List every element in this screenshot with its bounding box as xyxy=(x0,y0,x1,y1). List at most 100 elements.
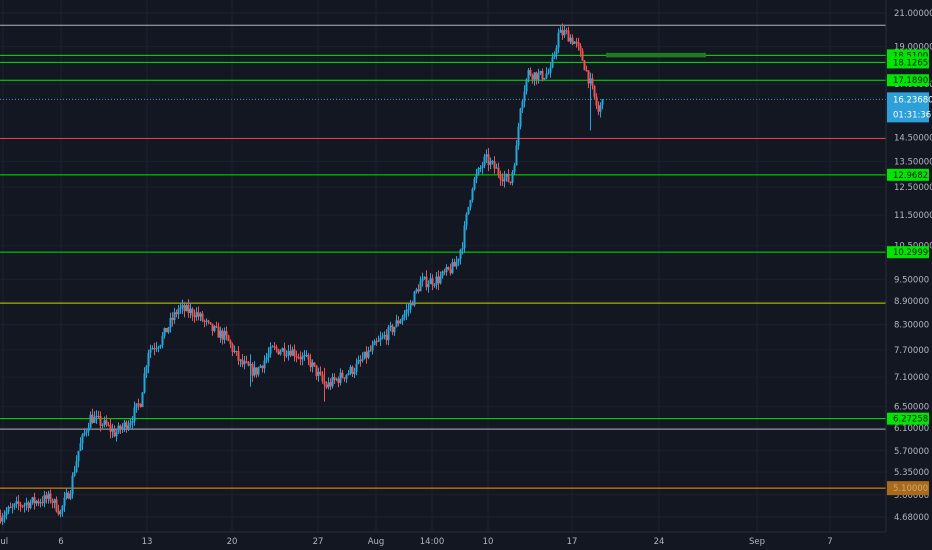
price-tick-label: 19.00000 xyxy=(894,43,932,53)
candle xyxy=(383,331,386,340)
candle-body xyxy=(169,317,172,328)
candle xyxy=(559,26,562,33)
candle xyxy=(33,492,36,510)
candle-body xyxy=(247,362,250,366)
level-price-tag[interactable]: 10.29999 xyxy=(887,246,932,259)
candle xyxy=(231,342,234,357)
candle xyxy=(133,401,136,426)
candle xyxy=(599,102,602,118)
level-price-tag[interactable]: 6.27258 xyxy=(887,412,929,425)
candle-body xyxy=(557,32,560,48)
candle xyxy=(37,498,40,507)
candle-body xyxy=(387,327,390,341)
candle-body xyxy=(443,271,446,273)
candle-body xyxy=(539,71,542,74)
candle xyxy=(321,371,324,384)
candle-body xyxy=(199,313,202,317)
candle xyxy=(325,381,328,390)
candle xyxy=(275,344,278,353)
candle xyxy=(265,352,268,364)
candle-body xyxy=(269,347,272,354)
last-price-tag[interactable]: 16.23680 01:31:36 xyxy=(887,92,932,123)
candle xyxy=(101,423,104,429)
candle xyxy=(577,37,580,51)
candle-body xyxy=(369,350,372,352)
level-price-tag[interactable]: 17.18902 xyxy=(887,74,932,87)
candle xyxy=(93,411,96,424)
candle-body xyxy=(273,346,276,348)
candle-body xyxy=(517,126,520,146)
candle xyxy=(329,378,332,391)
level-price-tag[interactable]: 5.10000 xyxy=(887,481,929,496)
candle-body xyxy=(107,424,110,426)
level-price-tag[interactable]: 12.96823 xyxy=(887,168,932,181)
candle xyxy=(47,490,50,504)
level-tag-text: 18.51001 xyxy=(893,51,932,61)
candle xyxy=(5,506,8,520)
candle xyxy=(117,422,120,434)
candle xyxy=(399,318,402,324)
candle-body xyxy=(331,377,334,387)
candle-body xyxy=(509,181,512,183)
candle xyxy=(249,354,252,387)
candle xyxy=(563,24,566,39)
candle xyxy=(181,299,184,315)
candle-body xyxy=(215,326,218,328)
time-tick-label: Jul xyxy=(0,537,8,547)
candle xyxy=(525,78,528,95)
candle xyxy=(237,345,240,366)
candle-body xyxy=(599,104,602,112)
candle xyxy=(289,344,292,358)
candle xyxy=(587,70,590,89)
candle xyxy=(573,41,576,45)
candle-body xyxy=(271,346,274,348)
candle-body xyxy=(197,312,200,317)
price-axis-background[interactable] xyxy=(886,0,932,550)
candle-body xyxy=(223,331,226,340)
zone-rectangle[interactable] xyxy=(606,52,706,58)
candle-body xyxy=(21,506,24,508)
candle xyxy=(517,122,520,150)
level-tag-box xyxy=(887,56,929,69)
candle xyxy=(255,367,258,378)
candle-body xyxy=(129,422,132,426)
candle-body xyxy=(581,50,584,61)
candle xyxy=(601,99,604,110)
candle xyxy=(259,364,262,368)
level-tag-text: 5.10000 xyxy=(893,484,928,494)
candle-body xyxy=(337,378,340,383)
candle-body xyxy=(47,493,50,499)
candle-body xyxy=(123,422,126,427)
level-price-tag[interactable]: 18.12659 xyxy=(887,56,932,69)
candle xyxy=(547,68,550,75)
candle-body xyxy=(473,178,476,189)
candle-body xyxy=(25,502,28,505)
candle-body xyxy=(19,504,22,507)
candle-body xyxy=(361,358,364,361)
candle xyxy=(333,373,336,384)
time-tick-label: 24 xyxy=(654,537,665,547)
candle xyxy=(269,342,272,358)
candle xyxy=(505,173,508,182)
candle-body xyxy=(255,367,258,375)
candle xyxy=(441,270,444,279)
candle-body xyxy=(401,317,404,321)
candle-body xyxy=(89,414,92,428)
candle-body xyxy=(579,45,582,51)
candle xyxy=(239,358,242,367)
candle xyxy=(109,418,112,439)
candle-body xyxy=(453,262,456,267)
time-axis-background[interactable] xyxy=(0,532,886,550)
candle xyxy=(215,321,218,328)
candle-body xyxy=(267,353,270,358)
candle-body xyxy=(181,305,184,308)
candle xyxy=(475,168,478,184)
candle xyxy=(287,344,290,361)
candle xyxy=(49,489,52,504)
candles xyxy=(0,23,604,526)
candle xyxy=(425,270,428,291)
plot-background xyxy=(0,0,886,532)
candle xyxy=(347,370,350,376)
candle xyxy=(381,332,384,340)
